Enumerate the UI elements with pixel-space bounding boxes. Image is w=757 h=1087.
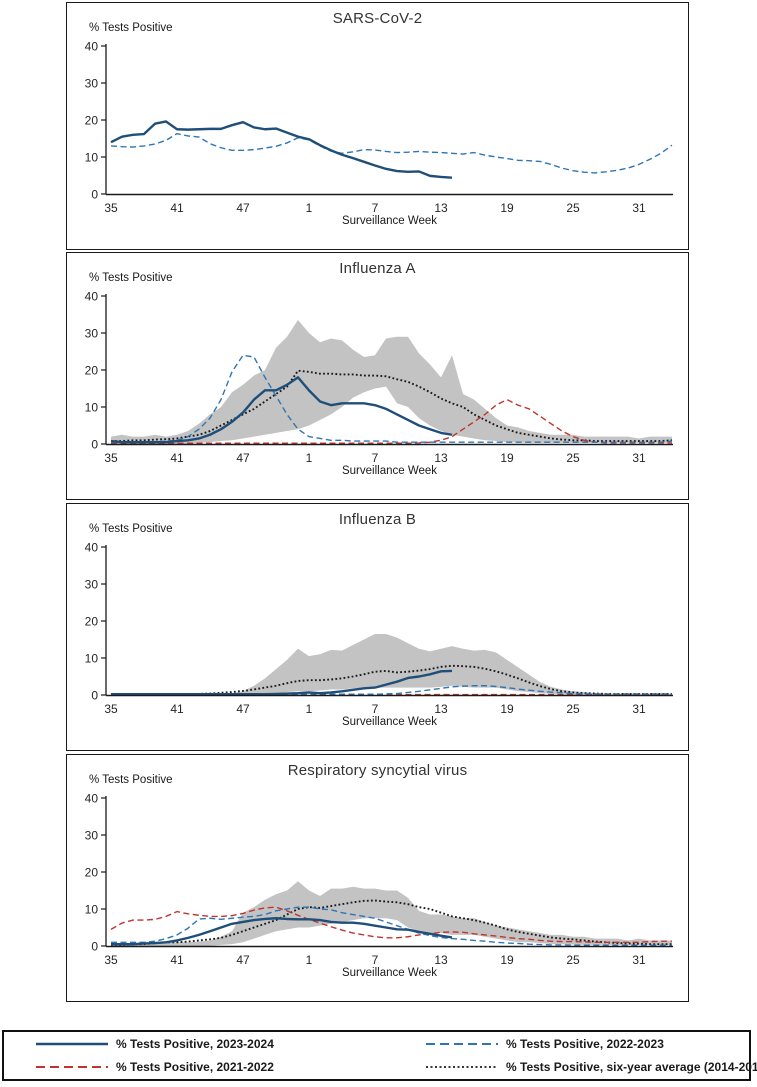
legend-line-sample-solid-navy-icon: [36, 1042, 108, 1046]
legend-line-sample-dashed-blue-icon: [426, 1042, 498, 1045]
svg-text:31: 31: [632, 702, 646, 716]
svg-text:13: 13: [434, 702, 448, 716]
svg-text:25: 25: [566, 451, 580, 465]
svg-text:47: 47: [236, 953, 250, 967]
svg-text:25: 25: [566, 702, 580, 716]
legend-item-six-year-average: % Tests Positive, six-year average (2014…: [424, 1060, 757, 1074]
svg-text:1: 1: [306, 201, 313, 215]
svg-text:40: 40: [85, 541, 99, 555]
chart-title: Influenza B: [338, 511, 417, 528]
chart-canvas: 0 10 20 30 40 35 41 47 1 7 13 19 25 31: [85, 290, 673, 465]
x-axis-title: Surveillance Week: [341, 967, 438, 979]
svg-text:1: 1: [306, 702, 313, 716]
svg-text:41: 41: [170, 201, 184, 215]
svg-text:31: 31: [632, 451, 646, 465]
svg-text:0: 0: [91, 188, 98, 202]
legend-label: % Tests Positive, 2022-2023: [506, 1036, 664, 1051]
svg-text:41: 41: [170, 953, 184, 967]
y-axis-title: % Tests Positive: [89, 774, 173, 786]
svg-text:40: 40: [85, 40, 99, 54]
svg-text:25: 25: [566, 953, 580, 967]
chart-title: Respiratory syncytial virus: [287, 762, 468, 779]
chart-panel-sars-cov-2: SARS-CoV-2 % Tests Positive 0 10 20 30 40 35 4…: [66, 2, 689, 250]
svg-text:20: 20: [85, 114, 99, 128]
svg-text:0: 0: [91, 940, 98, 954]
svg-text:19: 19: [500, 451, 514, 465]
chart-title: SARS-CoV-2: [332, 10, 423, 27]
legend-line-sample-dashed-red-icon: [36, 1066, 108, 1069]
svg-text:10: 10: [85, 652, 99, 666]
chart-canvas: 0 10 20 30 40 35 41 47 1 7 13 19 25 31: [85, 541, 673, 716]
y-axis-title: % Tests Positive: [89, 523, 173, 535]
svg-text:7: 7: [372, 201, 379, 215]
svg-text:1: 1: [306, 451, 313, 465]
legend-label: % Tests Positive, six-year average (2014…: [506, 1060, 757, 1075]
svg-text:1: 1: [306, 953, 313, 967]
svg-text:30: 30: [85, 578, 99, 592]
svg-text:20: 20: [85, 866, 99, 880]
legend-item-2021-2022: % Tests Positive, 2021-2022: [34, 1060, 424, 1074]
x-axis-title: Surveillance Week: [341, 465, 438, 477]
svg-text:19: 19: [500, 201, 514, 215]
chart-title: Influenza A: [339, 260, 416, 277]
svg-text:25: 25: [566, 201, 580, 215]
legend-label: % Tests Positive, 2023-2024: [116, 1036, 274, 1051]
svg-text:47: 47: [236, 201, 250, 215]
chart-canvas: 0 10 20 30 40 35 41 47 1 7 13 19 25 31: [85, 40, 673, 215]
svg-text:40: 40: [85, 792, 99, 806]
legend-line-sample-dotted-black-icon: [426, 1066, 498, 1069]
legend-item-2022-2023: % Tests Positive, 2022-2023: [424, 1037, 757, 1051]
svg-text:10: 10: [85, 903, 99, 917]
svg-text:47: 47: [236, 451, 250, 465]
svg-text:35: 35: [104, 201, 118, 215]
svg-text:30: 30: [85, 77, 99, 91]
svg-text:47: 47: [236, 702, 250, 716]
svg-text:7: 7: [372, 953, 379, 967]
legend-label: % Tests Positive, 2021-2022: [116, 1060, 274, 1075]
svg-text:41: 41: [170, 451, 184, 465]
svg-text:31: 31: [632, 201, 646, 215]
svg-text:13: 13: [434, 953, 448, 967]
svg-text:7: 7: [372, 702, 379, 716]
svg-text:35: 35: [104, 953, 118, 967]
chart-panel-influenza-b: Influenza B % Tests Positive 0 10 20 30 40 35…: [66, 503, 689, 751]
svg-text:7: 7: [372, 451, 379, 465]
svg-text:35: 35: [104, 451, 118, 465]
y-axis-title: % Tests Positive: [89, 22, 173, 34]
chart-panel-rsv: Respiratory syncytial virus % Tests Posi…: [66, 754, 689, 1002]
svg-text:10: 10: [85, 151, 99, 165]
legend-item-2023-2024: % Tests Positive, 2023-2024: [34, 1037, 424, 1051]
svg-text:30: 30: [85, 327, 99, 341]
svg-text:13: 13: [434, 201, 448, 215]
svg-text:40: 40: [85, 290, 99, 304]
x-axis-title: Surveillance Week: [341, 716, 438, 728]
y-axis-title: % Tests Positive: [89, 272, 173, 284]
svg-text:19: 19: [500, 953, 514, 967]
chart-canvas: 0 10 20 30 40 35 41 47 1 7 13 19 25 31: [85, 792, 673, 967]
svg-text:20: 20: [85, 615, 99, 629]
chart-panel-influenza-a: Influenza A % Tests Positive 0 10 20 30 40 35…: [66, 252, 689, 500]
svg-text:41: 41: [170, 702, 184, 716]
svg-text:30: 30: [85, 829, 99, 843]
svg-text:20: 20: [85, 364, 99, 378]
svg-text:10: 10: [85, 401, 99, 415]
x-axis-title: Surveillance Week: [341, 215, 438, 227]
svg-text:0: 0: [91, 438, 98, 452]
svg-text:0: 0: [91, 689, 98, 703]
svg-text:19: 19: [500, 702, 514, 716]
svg-text:35: 35: [104, 702, 118, 716]
svg-text:31: 31: [632, 953, 646, 967]
svg-text:13: 13: [434, 451, 448, 465]
chart-legend: % Tests Positive, 2023-2024 % Tests Posi…: [2, 1030, 757, 1081]
